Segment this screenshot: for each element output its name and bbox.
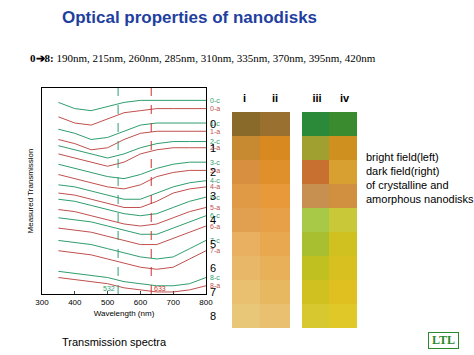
svg-text:0-a: 0-a [210, 105, 220, 112]
svg-text:0-c: 0-c [210, 97, 220, 104]
html-text:dark field(right): dark field(right) [366, 165, 440, 177]
svg-text:400: 400 [68, 298, 82, 307]
html-text:Transmission spectra: Transmission spectra [62, 336, 167, 348]
html-text:0➔8: 190nm, 215nm, 260nm, 285n: 0➔8: 190nm, 215nm, 260nm, 285nm, 310nm, … [30, 52, 376, 64]
html-text:ii: ii [272, 92, 279, 104]
svg-text:600: 600 [134, 298, 148, 307]
svg-text:800: 800 [199, 298, 213, 307]
html-text:5: 5 [210, 238, 217, 250]
svg-text:2-c: 2-c [210, 138, 220, 145]
svg-text:4-c: 4-c [210, 177, 220, 184]
svg-text:8-a: 8-a [210, 282, 221, 289]
html-text:3: 3 [210, 190, 217, 202]
html-text:1: 1 [210, 142, 217, 154]
html-text:4: 4 [210, 214, 217, 226]
svg-text:7-a: 7-a [210, 247, 221, 254]
svg-text:8-c: 8-c [210, 274, 220, 281]
svg-text:1-a: 1-a [210, 128, 221, 135]
svg-text:700: 700 [167, 298, 181, 307]
svg-text:Wavelength (nm): Wavelength (nm) [94, 309, 155, 318]
html-text:amorphous nanodisks: amorphous nanodisks [366, 193, 474, 205]
html-text:0: 0 [210, 118, 217, 130]
svg-text:532: 532 [103, 285, 115, 292]
svg-text:6-a: 6-a [210, 223, 221, 230]
html-text:2: 2 [210, 166, 217, 178]
html-text:i: i [243, 92, 247, 104]
html-text:bright field(left): bright field(left) [366, 151, 439, 163]
svg-text:Measured Transmission: Measured Transmission [26, 149, 35, 234]
svg-text:5-a: 5-a [210, 204, 220, 211]
svg-text:633: 633 [154, 285, 166, 292]
svg-text:500: 500 [101, 298, 115, 307]
svg-text:4-a: 4-a [210, 183, 220, 190]
html-text:iv: iv [340, 92, 350, 104]
html-text:of crystalline and: of crystalline and [366, 179, 449, 191]
svg-text:300: 300 [35, 298, 49, 307]
html-text:Optical properties of nanodisk: Optical properties of nanodisks [62, 8, 318, 27]
html-text:7: 7 [210, 286, 217, 298]
html-text:8: 8 [210, 310, 217, 322]
svg-text:3-c: 3-c [210, 159, 220, 166]
html-text:6: 6 [210, 262, 217, 274]
html-text:LTL: LTL [432, 333, 455, 347]
html-text:iii: iii [312, 92, 322, 104]
